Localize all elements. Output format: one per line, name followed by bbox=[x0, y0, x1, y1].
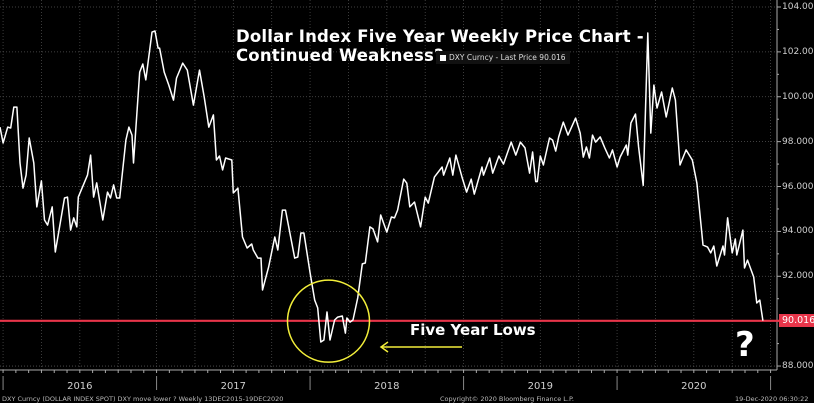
footer-timestamp: 19-Dec-2020 06:30:22 bbox=[735, 395, 809, 403]
x-tick-label: 2019 bbox=[527, 381, 554, 392]
y-tick-label: 96.000 bbox=[782, 181, 814, 192]
chart-subtitle: Continued Weakness? bbox=[236, 46, 444, 65]
legend: DXY Curncy - Last Price 90.016 bbox=[436, 51, 570, 64]
footer-description: DXY Curncy (DOLLAR INDEX SPOT) DXY move … bbox=[2, 395, 284, 403]
y-tick-label: 94.000 bbox=[782, 226, 814, 237]
x-tick-label: 2018 bbox=[374, 381, 400, 392]
x-tick-label: 2020 bbox=[681, 381, 707, 392]
price-series-line bbox=[0, 30, 764, 343]
five-year-lows-label: Five Year Lows bbox=[410, 321, 536, 339]
y-tick-label: 102.000 bbox=[782, 46, 814, 57]
five-year-lows-circle bbox=[286, 279, 371, 363]
arrow-head-icon bbox=[379, 341, 389, 353]
footer-copyright: Copyright© 2020 Bloomberg Finance L.P. bbox=[440, 395, 574, 403]
y-tick-label: 88.000 bbox=[782, 361, 814, 372]
last-price-tag: 90.016 bbox=[779, 314, 814, 327]
legend-swatch bbox=[440, 55, 446, 61]
y-tick-label: 98.000 bbox=[782, 136, 814, 147]
chart-title: Dollar Index Five Year Weekly Price Char… bbox=[236, 27, 644, 46]
question-mark-annotation: ? bbox=[735, 325, 755, 365]
y-tick-label: 104.000 bbox=[782, 2, 814, 12]
y-tick-label: 100.000 bbox=[782, 91, 814, 102]
x-tick-label: 2017 bbox=[220, 381, 247, 392]
y-tick-label: 92.000 bbox=[782, 271, 814, 282]
legend-label: DXY Curncy - Last Price 90.016 bbox=[449, 53, 566, 62]
x-tick-label: 2016 bbox=[67, 381, 93, 392]
